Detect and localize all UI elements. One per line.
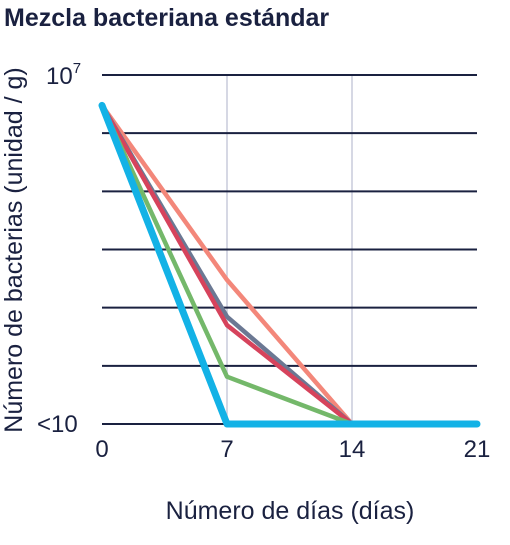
y-axis-label: Número de bacterias (unidad / g) bbox=[0, 67, 28, 432]
x-tick-label: 21 bbox=[464, 436, 491, 463]
y-tick-top-base: 10 bbox=[46, 63, 73, 90]
series-layer bbox=[98, 101, 481, 428]
x-tick-label: 14 bbox=[339, 436, 366, 463]
chart-title: Mezcla bacteriana estándar bbox=[4, 4, 329, 32]
y-tick-top-exponent: 7 bbox=[73, 60, 81, 77]
series-line bbox=[99, 103, 355, 427]
x-axis-label: Número de días (días) bbox=[166, 497, 415, 525]
x-tick-label: 7 bbox=[220, 436, 233, 463]
y-tick-label-bottom: <10 bbox=[37, 411, 78, 438]
x-tick-labels: 0 7 14 21 bbox=[95, 436, 490, 463]
series-line bbox=[99, 103, 355, 427]
series-line bbox=[98, 101, 481, 428]
x-tick-label: 0 bbox=[95, 436, 108, 463]
y-tick-label-top: 107 bbox=[46, 60, 81, 90]
series-line bbox=[99, 103, 355, 427]
